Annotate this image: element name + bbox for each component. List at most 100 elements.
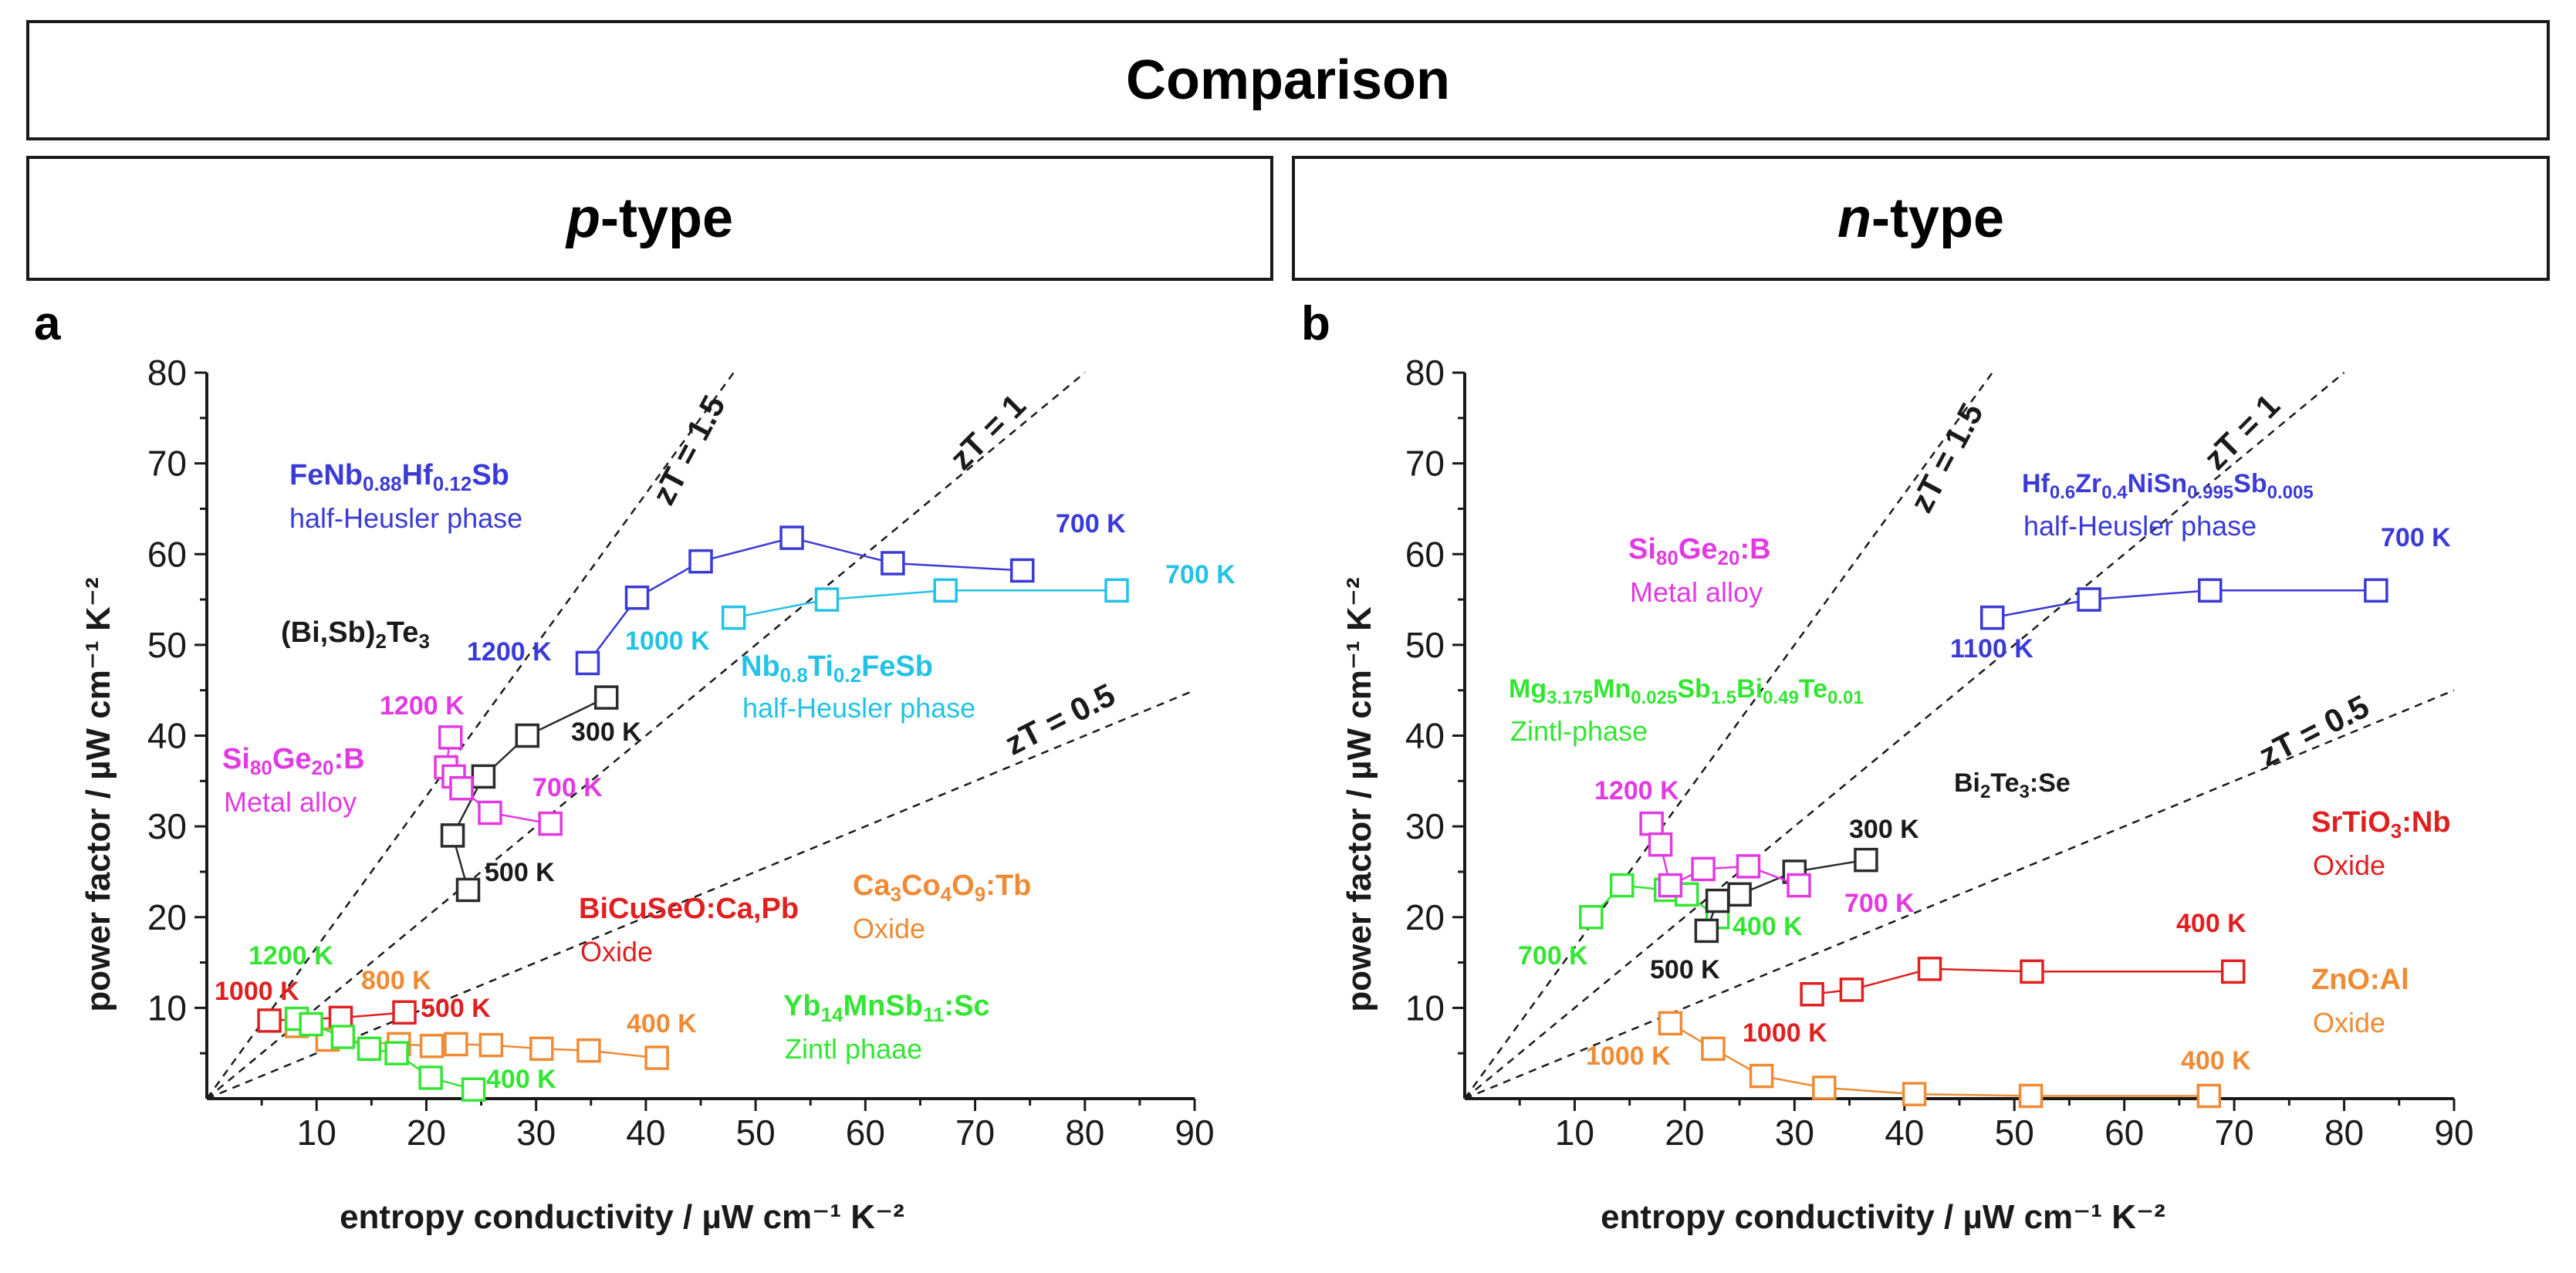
data-point-marker <box>2220 959 2246 984</box>
data-point-marker <box>1854 847 1878 873</box>
data-point-marker <box>1701 1036 1726 1062</box>
y-tick-label: 70 <box>147 444 187 484</box>
y-tick-label: 10 <box>147 988 187 1028</box>
temp-label: 400 K <box>2176 909 2246 938</box>
temp-label: 1000 K <box>1586 1042 1671 1071</box>
data-point-marker <box>455 877 481 903</box>
panel-a-axes: 10 20 30 40 50 60 70 80 90 10 20 30 40 50 60 70 80 <box>147 353 1215 1153</box>
y-tick-label: 20 <box>1405 897 1445 937</box>
y-tick-label: 60 <box>147 534 187 574</box>
panel-b-letter: b <box>1301 297 1330 350</box>
temp-label: 500 K <box>421 994 491 1023</box>
label-bite-formula: Bi2Te3:Se <box>1954 768 2071 802</box>
label-sige-b-formula: Si80Ge20:B <box>1628 533 1771 569</box>
data-point-marker <box>515 723 540 748</box>
y-tick-label: 40 <box>1405 716 1445 756</box>
data-point-marker <box>2018 1083 2044 1109</box>
n-type-title-italic: n <box>1837 187 1871 249</box>
data-point-marker <box>2196 1083 2222 1109</box>
data-point-marker <box>478 1032 504 1058</box>
y-tick-label: 50 <box>147 625 187 665</box>
data-point-marker <box>2077 587 2101 612</box>
temp-label: 700 K <box>532 773 603 802</box>
panel-b-x-axis-label: entropy conductivity / µW cm⁻¹ K⁻² <box>1601 1198 2165 1236</box>
data-point-marker <box>419 1034 445 1059</box>
data-point-marker <box>1979 605 2005 630</box>
temp-label: 400 K <box>1733 912 1803 941</box>
temp-label: 1200 K <box>248 941 333 971</box>
x-tick-label: 90 <box>1175 1113 1214 1153</box>
label-mg-formula: Mg3.175Mn0.025Sb1.5Bi0.49Te0.01 <box>1509 674 1864 708</box>
x-tick-label: 50 <box>736 1113 776 1153</box>
data-point-marker <box>449 775 474 801</box>
p-type-title: p-type <box>566 187 733 250</box>
data-point-marker <box>257 1008 282 1033</box>
temp-label: 1200 K <box>467 637 552 667</box>
data-point-marker <box>471 764 496 789</box>
data-point-marker <box>1009 558 1035 583</box>
data-point-marker <box>721 605 746 630</box>
temp-label: 400 K <box>2181 1046 2251 1075</box>
data-point-marker <box>1736 854 1761 879</box>
data-point-marker <box>1917 957 1942 981</box>
zt-line <box>1463 372 1993 1099</box>
data-point-marker <box>418 1065 443 1090</box>
data-point-marker <box>779 525 804 550</box>
temp-label: 1000 K <box>215 977 299 1006</box>
data-point-marker <box>1579 905 1604 930</box>
data-point-marker <box>384 1041 409 1065</box>
data-point-marker <box>1800 981 1824 1007</box>
panel-a-series <box>257 525 1129 1102</box>
n-type-title: n-type <box>1837 187 2004 250</box>
p-type-title-italic: p <box>566 187 600 249</box>
figure-title: Comparison <box>1125 49 1451 111</box>
temp-label: 300 K <box>1849 815 1919 844</box>
y-tick-label: 40 <box>147 716 187 756</box>
label-bicuseo: BiCuSeO:Ca,Pb <box>579 893 799 925</box>
x-tick-label: 40 <box>626 1113 665 1153</box>
y-tick-label: 30 <box>1405 806 1445 846</box>
zt-line-label: zT = 1.5 <box>645 390 732 511</box>
data-point-marker <box>1902 1082 1927 1106</box>
temp-label: 1000 K <box>625 626 710 656</box>
x-tick-label: 20 <box>1665 1113 1704 1153</box>
label-sige-a-category: Metal alloy <box>224 786 357 818</box>
x-tick-label: 90 <box>2434 1113 2473 1153</box>
temp-label: 1200 K <box>380 691 465 721</box>
data-point-marker <box>1694 918 1719 944</box>
data-point-marker <box>1658 1011 1683 1036</box>
label-hf-category: half-Heusler phase <box>2023 510 2257 542</box>
x-tick-label: 20 <box>407 1113 446 1153</box>
data-point-marker <box>644 1045 669 1070</box>
temp-label: 400 K <box>486 1065 556 1094</box>
temp-label: 1100 K <box>1950 634 2033 664</box>
data-point-marker <box>330 1025 356 1049</box>
x-tick-label: 30 <box>516 1113 556 1153</box>
y-tick-label: 70 <box>1405 444 1445 484</box>
x-tick-label: 60 <box>846 1113 885 1153</box>
label-zno: ZnO:Al <box>2311 964 2409 996</box>
data-point-marker <box>438 725 463 750</box>
data-point-marker <box>1812 1075 1837 1100</box>
figure-title-box: Comparison <box>26 20 2550 140</box>
label-fenb-formula: FeNb0.88Hf0.12Sb <box>289 459 509 495</box>
data-point-marker <box>881 551 905 576</box>
panel-b-series <box>1579 578 2388 1109</box>
n-type-title-rest: -type <box>1871 187 2004 249</box>
label-srtio-formula: SrTiO3:Nb <box>2311 806 2451 842</box>
data-point-marker <box>576 1038 601 1063</box>
label-caco-formula: Ca3Co4O9:Tb <box>853 869 1031 906</box>
x-tick-label: 40 <box>1885 1113 1924 1153</box>
data-point-marker <box>440 823 465 848</box>
data-point-marker <box>299 1011 323 1037</box>
x-tick-label: 70 <box>2215 1113 2254 1153</box>
temp-label: 700 K <box>1518 941 1588 971</box>
temp-label: 700 K <box>1844 889 1915 918</box>
data-point-marker <box>2198 578 2223 603</box>
y-tick-label: 30 <box>147 806 187 846</box>
data-point-marker <box>444 1032 468 1057</box>
panel-b-axes: 10 20 30 40 50 60 70 80 90 10 20 30 40 50 60 70 80 <box>1405 353 2474 1153</box>
panel-a-x-axis-label: entropy conductivity / µW cm⁻¹ K⁻² <box>340 1198 904 1236</box>
data-point-marker <box>814 587 840 612</box>
